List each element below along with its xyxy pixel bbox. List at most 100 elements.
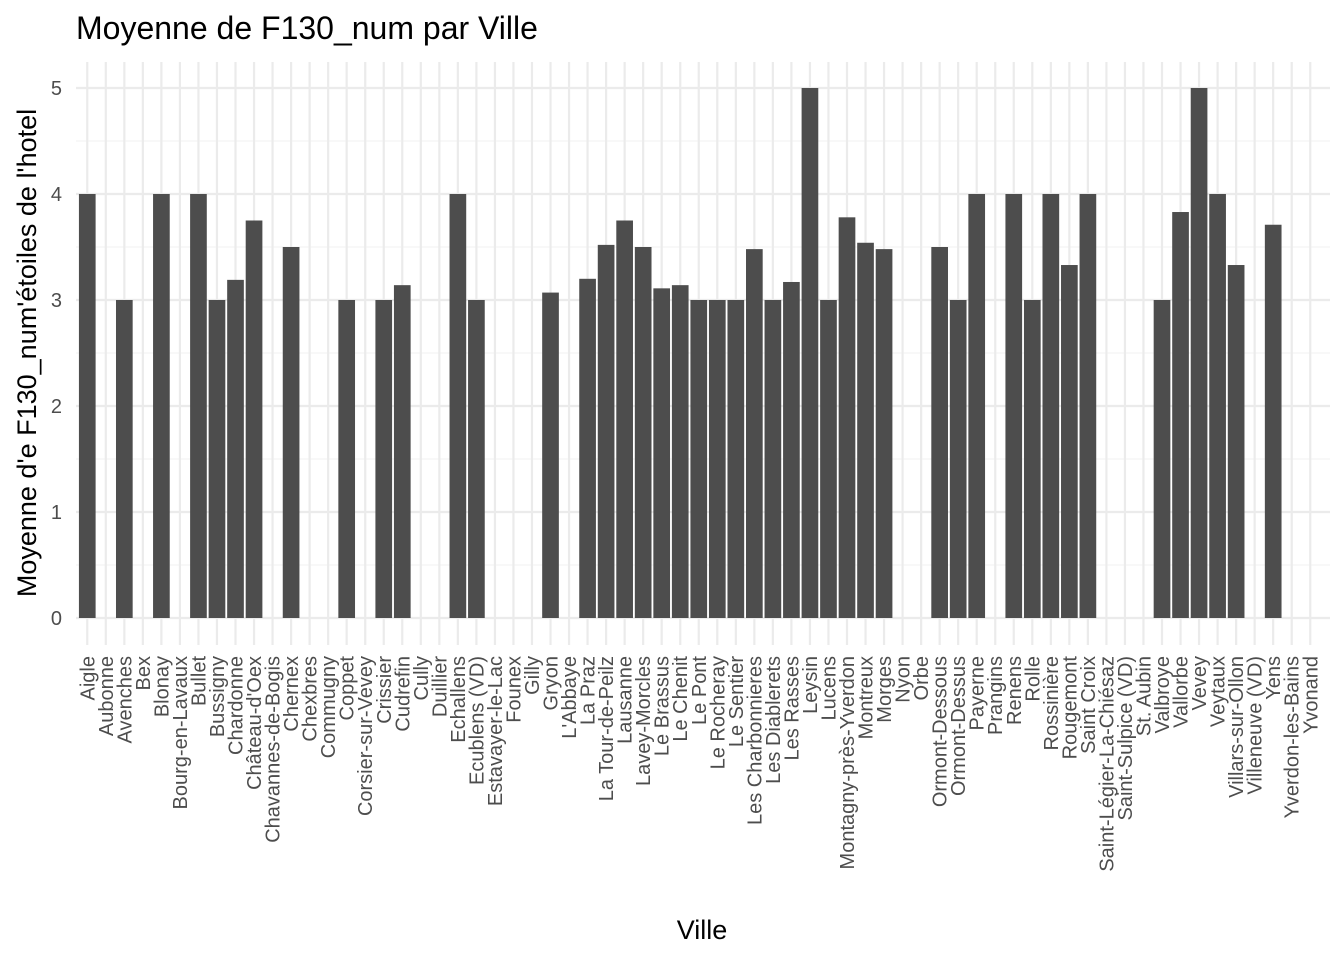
bar xyxy=(1042,194,1060,618)
bar xyxy=(783,281,800,618)
y-axis-title: Moyenne d'e F130_num'étoiles de l'hotel xyxy=(12,109,42,597)
x-tick-label: Chavannes-de-Bogis xyxy=(263,656,285,843)
bar xyxy=(1023,300,1041,618)
y-tick-label: 2 xyxy=(51,396,62,418)
y-tick-label: 5 xyxy=(51,78,62,100)
x-tick-label: Valbroye xyxy=(1152,656,1174,733)
x-tick-label: Le Rocheray xyxy=(707,656,729,769)
x-tick-label: Montagny-près-Yverdon xyxy=(837,656,859,869)
x-tick-label: Crissier xyxy=(374,656,396,724)
x-tick-label: Blonay xyxy=(151,656,173,717)
x-tick-label: Ormont-Dessous xyxy=(930,656,952,807)
x-tick-label: Rougemont xyxy=(1059,656,1081,760)
bar xyxy=(338,300,356,618)
x-tick-label: L'Abbaye xyxy=(559,656,581,739)
bar xyxy=(875,249,893,618)
x-tick-label: Lavey-Morcles xyxy=(633,656,655,786)
x-tick-label: Rossinière xyxy=(1041,656,1063,750)
x-tick-label: Montreux xyxy=(856,656,878,739)
x-tick-label: Renens xyxy=(1004,656,1026,725)
bar xyxy=(1079,194,1097,618)
x-tick-label: Le Brassus xyxy=(652,656,674,756)
bar xyxy=(190,194,207,618)
bar xyxy=(616,220,633,618)
bar xyxy=(282,247,300,618)
x-tick-label: Duillier xyxy=(429,656,451,717)
x-tick-label: Villeneuve (VD) xyxy=(1245,656,1267,795)
bar xyxy=(727,300,745,618)
bar xyxy=(1227,265,1245,618)
x-tick-label: Chexbres xyxy=(300,656,322,742)
x-tick-label: Vevey xyxy=(1189,656,1211,710)
bar xyxy=(838,217,856,618)
x-tick-label: Aubonne xyxy=(96,656,118,736)
x-tick-label: Avenches xyxy=(114,656,136,743)
x-tick-label: Yvonand xyxy=(1300,656,1322,734)
x-tick-label: Villars-sur-Ollon xyxy=(1226,656,1248,798)
y-tick-label: 0 xyxy=(51,608,62,630)
x-tick-label: La Praz xyxy=(578,656,600,725)
x-tick-label: Saint-Légier-La-Chiésaz xyxy=(1096,656,1118,872)
bar xyxy=(542,292,559,618)
y-tick-label: 4 xyxy=(51,184,62,206)
bar xyxy=(968,194,986,618)
x-tick-label: Bussigny xyxy=(207,656,229,737)
bar xyxy=(690,300,708,618)
x-tick-label: Ormont-Dessus xyxy=(948,656,970,796)
bar xyxy=(393,285,411,618)
x-tick-label: Yens xyxy=(1263,656,1285,700)
x-tick-label: Gilly xyxy=(522,656,544,695)
x-tick-label: Cully xyxy=(411,656,433,700)
x-tick-label: Saint-Sulpice (VD) xyxy=(1115,656,1137,821)
x-tick-label: Bex xyxy=(133,656,155,690)
bar xyxy=(764,300,782,618)
x-tick-label: La Tour-de-Peilz xyxy=(596,656,618,801)
x-tick-label: Les Diablerets xyxy=(763,656,785,784)
x-tick-label: Payerne xyxy=(967,656,989,731)
y-tick-label: 1 xyxy=(51,502,62,524)
y-axis-ticks: 0 1 2 3 4 5 xyxy=(51,78,62,630)
bar xyxy=(115,300,133,618)
x-tick-label: Aigle xyxy=(77,656,99,700)
x-tick-label: St. Aubin xyxy=(1133,656,1155,736)
bar xyxy=(634,247,652,618)
chart-title: Moyenne de F130_num par Ville xyxy=(76,10,538,46)
x-tick-label: Nyon xyxy=(893,656,915,703)
bars xyxy=(78,88,1282,619)
bar xyxy=(1209,194,1226,618)
x-tick-label: Leysin xyxy=(800,656,822,714)
bar xyxy=(801,88,819,618)
x-tick-label: Ecublens (VD) xyxy=(466,656,488,785)
bar xyxy=(746,249,763,618)
x-tick-label: Cudrefin xyxy=(392,656,414,732)
bar xyxy=(245,220,263,618)
x-tick-label: Les Charbonnieres xyxy=(744,656,766,825)
x-tick-label: Château-d'Oex xyxy=(244,656,266,790)
bar xyxy=(1190,88,1208,618)
x-tick-label: Gryon xyxy=(541,656,563,710)
x-axis-title: Ville xyxy=(677,915,728,945)
x-tick-label: Lucens xyxy=(818,656,840,721)
x-tick-label: Le Sentier xyxy=(726,656,748,748)
x-tick-label: Coppet xyxy=(337,656,359,721)
bar xyxy=(931,247,948,618)
bar xyxy=(708,300,726,618)
x-tick-label: Les Rasses xyxy=(781,656,803,761)
bar xyxy=(820,300,837,618)
bar xyxy=(579,278,596,618)
bar xyxy=(1005,194,1023,618)
bar xyxy=(375,300,393,618)
x-tick-label: Vallorbe xyxy=(1171,656,1193,728)
x-tick-label: Lausanne xyxy=(615,656,637,744)
x-tick-label: Corsier-sur-Vevey xyxy=(355,656,377,816)
x-tick-label: Founex xyxy=(503,656,525,723)
x-tick-label: Le Chenit xyxy=(670,656,692,742)
bar xyxy=(227,279,244,618)
x-tick-label: Echallens xyxy=(448,656,470,743)
x-tick-label: Prangins xyxy=(985,656,1007,735)
x-tick-label: Rolle xyxy=(1022,656,1044,702)
x-tick-label: Yverdon-les-Bains xyxy=(1282,656,1304,818)
bar xyxy=(1153,300,1171,618)
x-tick-label: Veytaux xyxy=(1208,656,1230,727)
